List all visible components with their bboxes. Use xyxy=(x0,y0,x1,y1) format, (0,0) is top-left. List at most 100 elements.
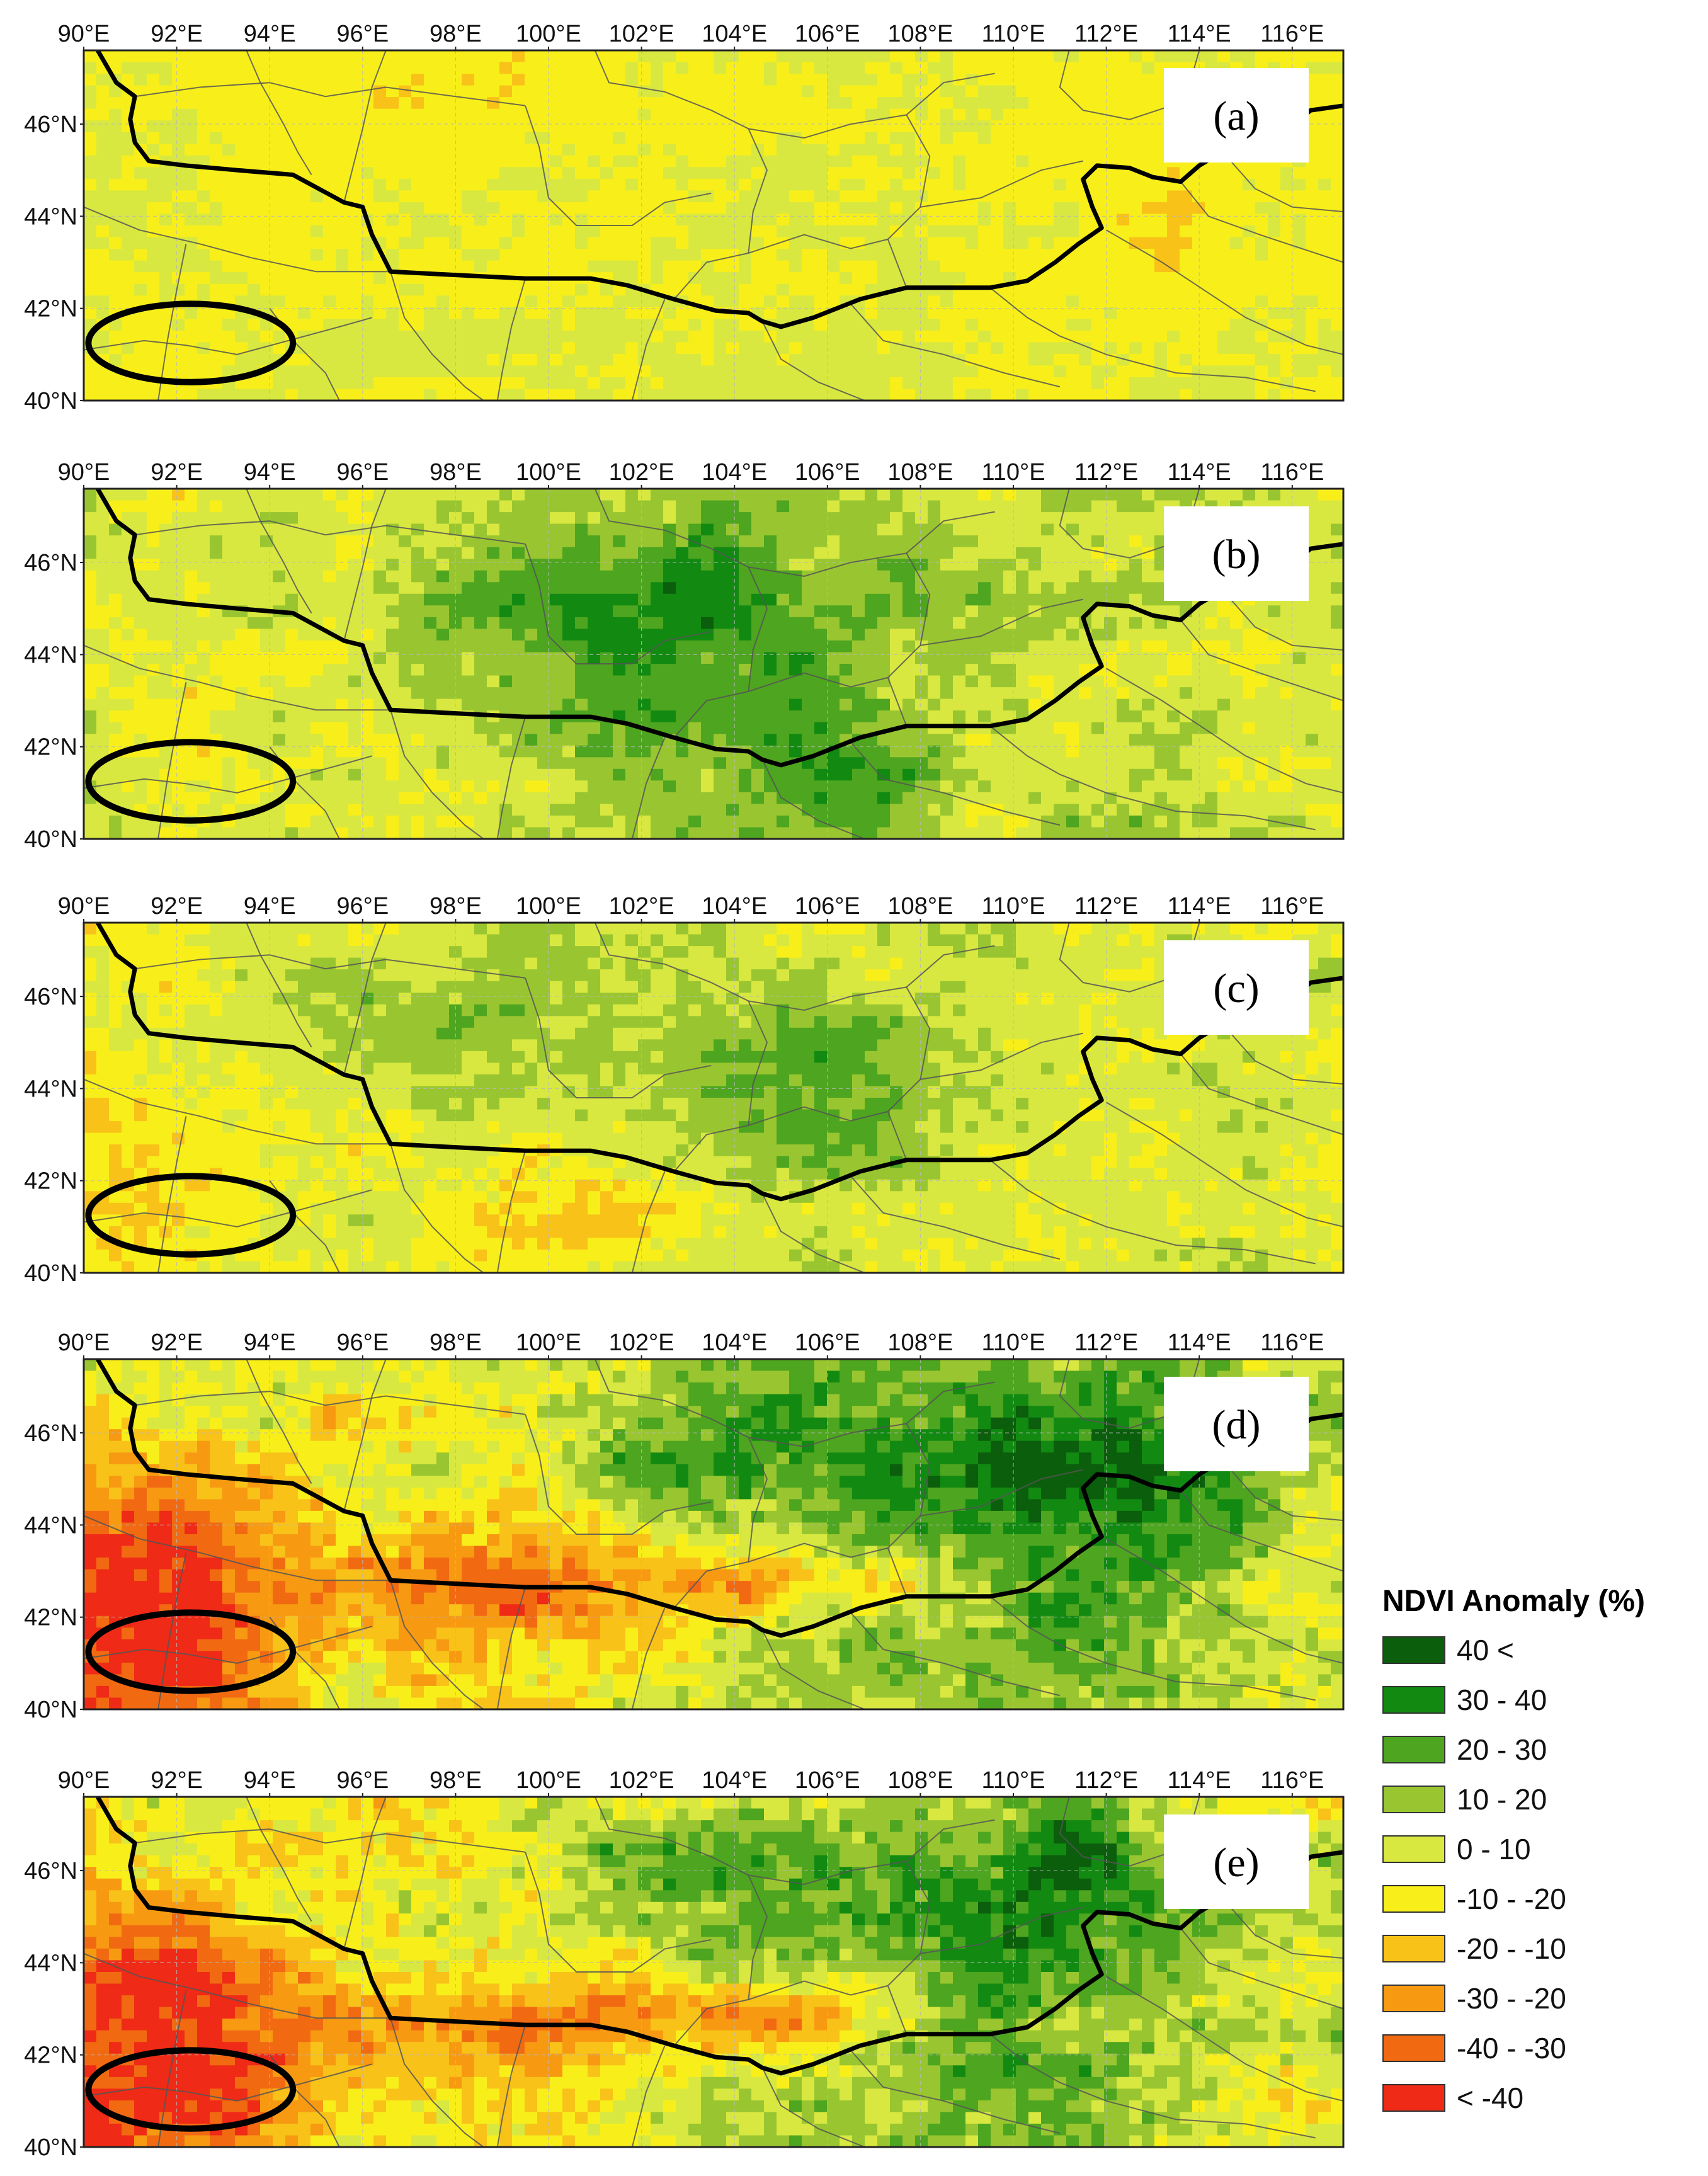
longitude-tick-label: 100°E xyxy=(516,893,581,920)
latitude-tick-label: 46°N xyxy=(24,984,77,1010)
latitude-tick-label: 40°N xyxy=(24,826,77,853)
longitude-tick-label: 116°E xyxy=(1260,1767,1324,1794)
province-boundaries xyxy=(83,922,1344,1273)
longitude-tick-label: 102°E xyxy=(609,459,675,486)
longitude-tick-label: 114°E xyxy=(1168,1767,1231,1794)
ndvi-anomaly-raster xyxy=(84,1359,1344,1710)
latitude-tick-label: 46°N xyxy=(24,111,77,138)
legend-label: -20 - -10 xyxy=(1457,1932,1566,1965)
longitude-tick-label: 90°E xyxy=(58,893,110,920)
legend-swatch xyxy=(1382,2084,1445,2112)
ndvi-anomaly-raster xyxy=(84,923,1344,1273)
latitude-tick-label: 46°N xyxy=(24,1858,77,1884)
longitude-tick-label: 116°E xyxy=(1260,21,1324,47)
panel-label-box xyxy=(1164,506,1309,601)
map-frame xyxy=(83,49,1345,402)
longitude-tick-label: 112°E xyxy=(1074,893,1138,920)
longitude-tick-label: 100°E xyxy=(516,1767,581,1794)
national-border xyxy=(96,1796,1344,2076)
longitude-tick-label: 92°E xyxy=(151,1330,203,1356)
national-border xyxy=(96,49,1344,329)
longitude-tick-label: 112°E xyxy=(1074,1330,1138,1356)
map-frame xyxy=(83,487,1345,840)
longitude-tick-label: 94°E xyxy=(244,459,296,486)
latitude-tick-label: 44°N xyxy=(24,1950,77,1976)
longitude-tick-label: 106°E xyxy=(795,1767,860,1794)
longitude-tick-label: 96°E xyxy=(336,459,389,486)
legend-swatch xyxy=(1382,1935,1445,1962)
longitude-tick-label: 114°E xyxy=(1168,893,1231,920)
legend-item: 0 - 10 xyxy=(1382,1833,1697,1866)
longitude-tick-label: 112°E xyxy=(1074,1767,1138,1794)
longitude-tick-label: 116°E xyxy=(1260,459,1324,486)
latitude-tick-label: 42°N xyxy=(24,734,77,761)
legend-label: -10 - -20 xyxy=(1457,1883,1566,1915)
latitude-tick-label: 40°N xyxy=(24,1260,77,1287)
panel-label: (d) xyxy=(1212,1402,1261,1448)
province-boundaries xyxy=(83,50,1344,401)
longitude-tick-label: 112°E xyxy=(1074,21,1138,47)
longitude-tick-label: 100°E xyxy=(516,459,581,486)
legend-item: -10 - -20 xyxy=(1382,1883,1697,1915)
legend-swatch xyxy=(1382,1786,1445,1813)
panel-label: (a) xyxy=(1213,93,1259,139)
longitude-tick-label: 108°E xyxy=(887,893,953,920)
longitude-tick-label: 90°E xyxy=(58,1767,110,1794)
longitude-tick-label: 100°E xyxy=(516,1330,581,1356)
longitude-tick-label: 114°E xyxy=(1168,21,1231,47)
legend-swatch xyxy=(1382,1636,1445,1664)
latitude-tick-label: 42°N xyxy=(24,2042,77,2069)
longitude-tick-label: 102°E xyxy=(609,1330,675,1356)
map-panel: (b) 90°E 92°E 94°E 96°E 98°E 100°E 102°E 104°E 10… xyxy=(24,459,1345,853)
highlight-ellipse xyxy=(85,1609,297,1694)
panel-label-box xyxy=(1164,1814,1309,1909)
latitude-tick-label: 42°N xyxy=(24,296,77,322)
longitude-tick-label: 96°E xyxy=(336,1330,389,1356)
longitude-tick-label: 104°E xyxy=(702,1330,767,1356)
legend-item: -20 - -10 xyxy=(1382,1932,1697,1965)
longitude-tick-label: 96°E xyxy=(336,893,389,920)
legend-item: 20 - 30 xyxy=(1382,1733,1697,1766)
longitude-tick-label: 108°E xyxy=(887,459,953,486)
ndvi-legend: NDVI Anomaly (%) 40 < 30 - 40 20 - 30 10 - … xyxy=(1382,1584,1697,2133)
panel-label: (b) xyxy=(1212,532,1261,578)
longitude-tick-label: 90°E xyxy=(58,21,110,47)
legend-swatch xyxy=(1382,1835,1445,1863)
longitude-tick-label: 116°E xyxy=(1260,893,1324,920)
longitude-tick-label: 98°E xyxy=(430,21,482,47)
province-boundaries xyxy=(83,1359,1344,1710)
map-panel: (e) 90°E 92°E 94°E 96°E 98°E 100°E 102°E 104°E 10… xyxy=(24,1767,1345,2161)
legend-item: 10 - 20 xyxy=(1382,1783,1697,1816)
legend-item: 40 < xyxy=(1382,1634,1697,1666)
legend-label: -30 - -20 xyxy=(1457,1982,1566,2015)
longitude-tick-label: 98°E xyxy=(430,1767,482,1794)
longitude-tick-label: 106°E xyxy=(795,459,860,486)
ndvi-anomaly-raster xyxy=(84,489,1344,840)
longitude-tick-label: 92°E xyxy=(151,1767,203,1794)
longitude-tick-label: 108°E xyxy=(887,1767,953,1794)
province-boundaries xyxy=(83,1796,1344,2148)
longitude-tick-label: 92°E xyxy=(151,459,203,486)
longitude-tick-label: 110°E xyxy=(981,1330,1045,1356)
ndvi-anomaly-raster xyxy=(84,50,1344,401)
map-panel: (d) 90°E 92°E 94°E 96°E 98°E 100°E 102°E 104°E 10… xyxy=(24,1330,1345,1723)
longitude-tick-label: 92°E xyxy=(151,893,203,920)
longitude-tick-label: 98°E xyxy=(430,1330,482,1356)
longitude-tick-label: 110°E xyxy=(981,459,1045,486)
highlight-ellipse xyxy=(85,739,297,824)
latitude-tick-label: 40°N xyxy=(24,388,77,414)
longitude-tick-label: 96°E xyxy=(336,1767,389,1794)
map-frame xyxy=(83,921,1345,1274)
legend-swatch xyxy=(1382,1736,1445,1763)
longitude-tick-label: 96°E xyxy=(336,21,389,47)
legend-label: -40 - -30 xyxy=(1457,2032,1566,2065)
longitude-tick-label: 90°E xyxy=(58,459,110,486)
graticule xyxy=(84,923,1343,1273)
longitude-tick-label: 102°E xyxy=(609,21,675,47)
longitude-tick-label: 92°E xyxy=(151,21,203,47)
longitude-tick-label: 104°E xyxy=(702,893,767,920)
national-border xyxy=(96,1358,1344,1638)
highlight-ellipse xyxy=(85,300,297,385)
map-frame xyxy=(83,1796,1345,2148)
latitude-tick-label: 44°N xyxy=(24,203,77,230)
